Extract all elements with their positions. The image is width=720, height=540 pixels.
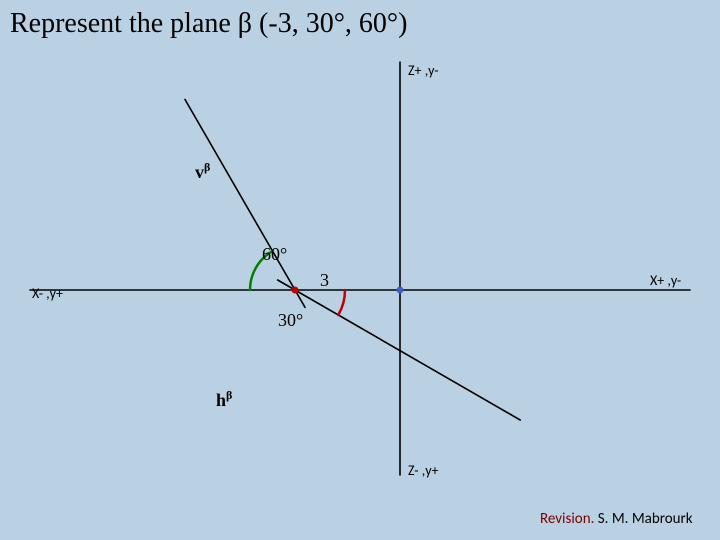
label-distance-3: 3 bbox=[320, 270, 329, 291]
label-v-beta: vβ bbox=[195, 160, 210, 183]
axis-label-z-plus: Z+ ,y- bbox=[408, 62, 439, 79]
point-origin bbox=[397, 287, 404, 294]
label-angle-30: 30° bbox=[278, 310, 303, 331]
page-title: Represent the plane β (-3, 30°, 60°) bbox=[10, 8, 407, 40]
revision-credit: Revision. S. M. Mabrourk bbox=[540, 510, 693, 528]
label-angle-60: 60° bbox=[262, 244, 287, 265]
diagram-svg bbox=[0, 0, 720, 540]
label-h-beta: hβ bbox=[216, 388, 232, 411]
revision-prefix: Revision. bbox=[540, 510, 598, 528]
revision-name: S. M. Mabrourk bbox=[598, 510, 693, 528]
h-trace-line bbox=[278, 280, 520, 420]
axis-label-z-minus: Z- ,y+ bbox=[408, 462, 439, 479]
v-trace-line bbox=[185, 99, 305, 307]
axis-label-x-minus: X- ,y+ bbox=[32, 285, 63, 302]
axis-label-x-plus: X+ ,y- bbox=[650, 272, 681, 289]
point-P bbox=[292, 287, 299, 294]
diagram-stage: Represent the plane β (-3, 30°, 60°) Z+ … bbox=[0, 0, 720, 540]
arc-30 bbox=[338, 290, 345, 315]
